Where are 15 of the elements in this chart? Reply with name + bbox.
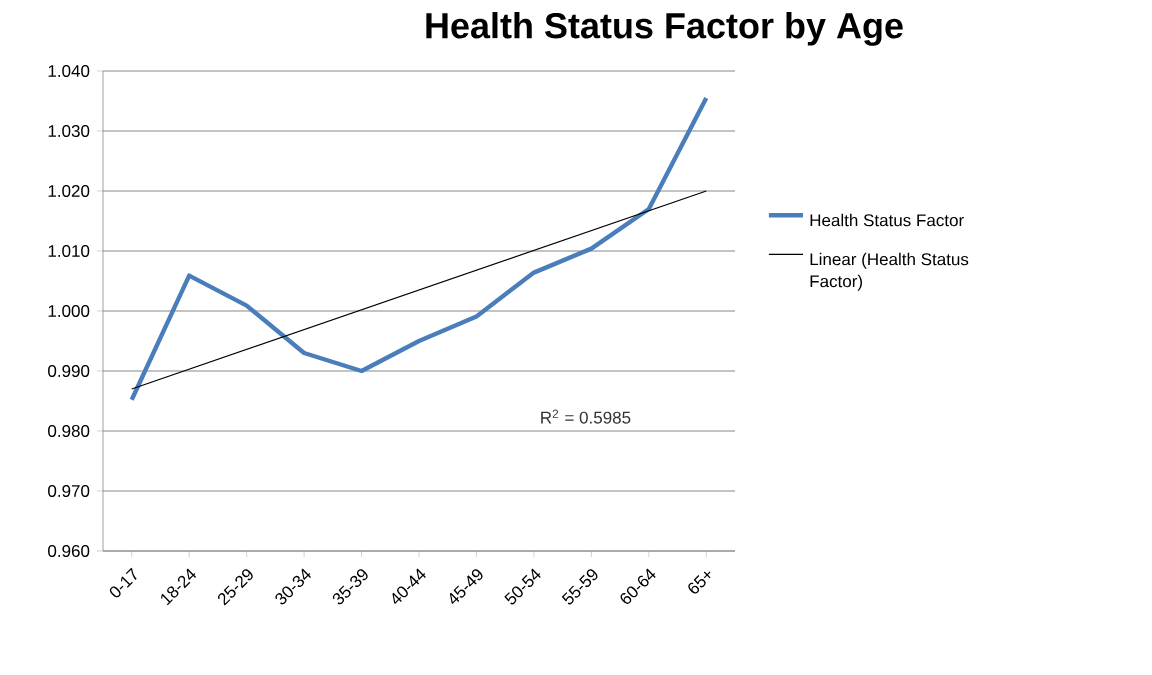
y-tick-label: 1.030 bbox=[48, 125, 90, 138]
x-tick-label: 65+ bbox=[688, 571, 711, 594]
annotation: R$^{2}$ = 0.5985 bbox=[541, 409, 631, 424]
legend-label: Health Status Factor bbox=[810, 213, 964, 227]
y-tick-label: 0.990 bbox=[48, 364, 90, 378]
chart-title: Health Status Factor by Age bbox=[426, 12, 903, 46]
y-tick-label: 1.020 bbox=[48, 185, 90, 198]
y-tick-label: 1.000 bbox=[48, 305, 90, 318]
y-tick-label: 0.970 bbox=[48, 484, 90, 497]
line-series bbox=[129, 95, 709, 402]
y-tick-label: 0.960 bbox=[48, 544, 90, 557]
y-tick-label: 1.040 bbox=[48, 65, 90, 78]
y-tick-label: 1.010 bbox=[48, 245, 90, 258]
legend-label: Linear (Health Status Factor) bbox=[810, 252, 969, 291]
y-tick-label: 0.980 bbox=[48, 424, 90, 437]
